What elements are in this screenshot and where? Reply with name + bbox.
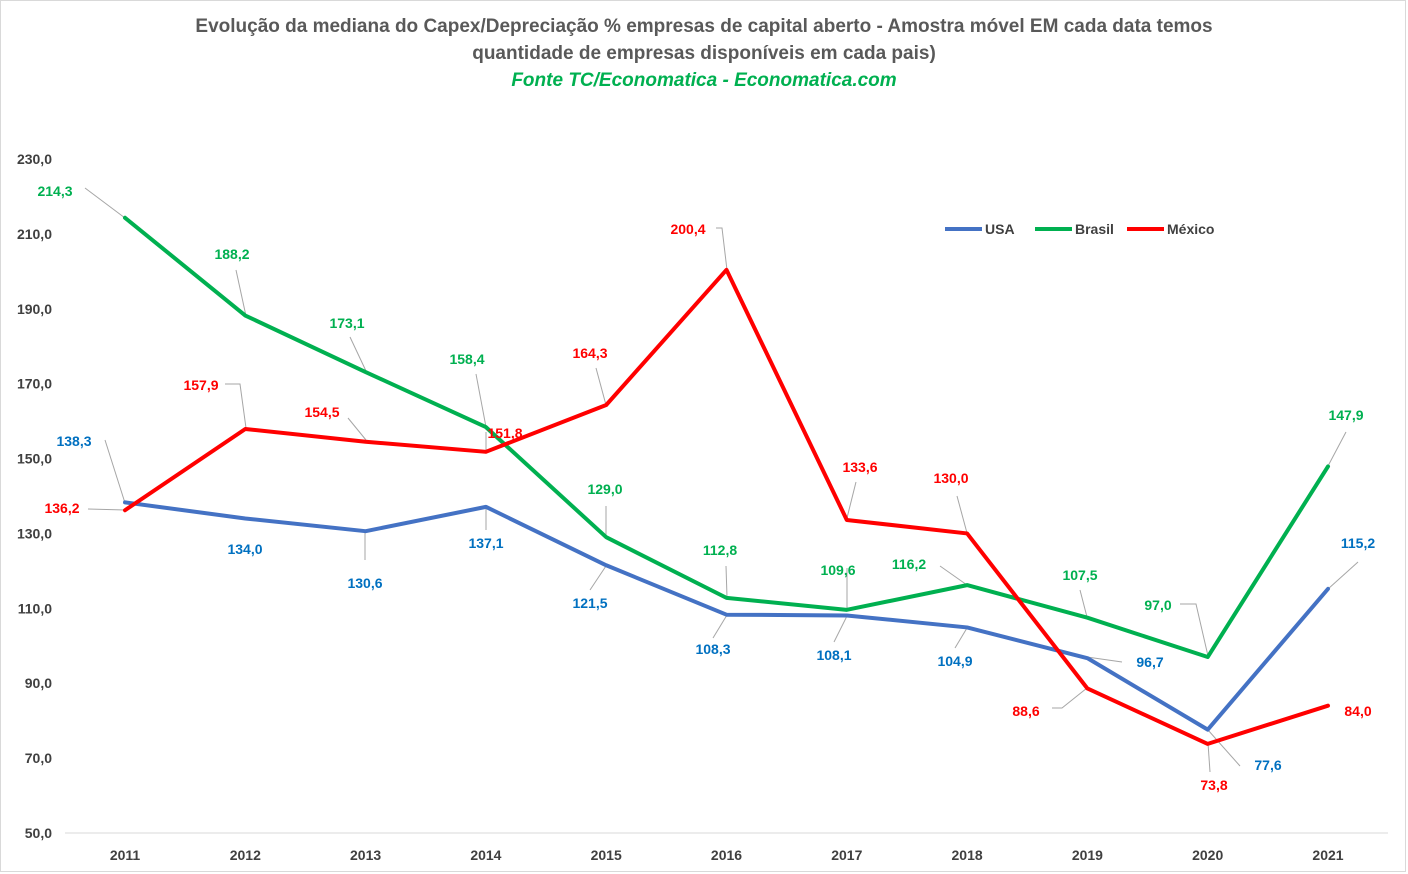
data-label: 112,8 bbox=[703, 542, 737, 558]
legend-label: USA bbox=[985, 221, 1015, 237]
x-tick-label: 2019 bbox=[1072, 847, 1103, 863]
data-label-leader-line bbox=[347, 417, 367, 441]
data-label: 108,1 bbox=[816, 647, 851, 663]
data-label-leader-line bbox=[956, 495, 968, 534]
series-line-mxico bbox=[123, 267, 1330, 746]
series-line-brasil bbox=[123, 215, 1330, 660]
data-label: 130,0 bbox=[933, 470, 968, 486]
data-label-leader-line bbox=[225, 383, 247, 429]
x-tick-label: 2021 bbox=[1312, 847, 1343, 863]
data-label-leader-line bbox=[84, 187, 126, 219]
data-label: 121,5 bbox=[572, 595, 607, 611]
data-label-leader-line bbox=[349, 336, 367, 372]
x-tick-label: 2016 bbox=[711, 847, 742, 863]
data-label: 109,6 bbox=[820, 562, 855, 578]
y-tick-label: 90,0 bbox=[25, 675, 52, 691]
y-tick-label: 50,0 bbox=[25, 825, 52, 841]
data-label-leader-line bbox=[939, 565, 968, 586]
x-tick-label: 2011 bbox=[110, 847, 141, 863]
data-label: 115,2 bbox=[1341, 535, 1375, 551]
y-tick-label: 130,0 bbox=[17, 525, 52, 541]
data-label: 107,5 bbox=[1062, 567, 1097, 583]
data-label: 116,2 bbox=[892, 556, 926, 572]
data-label: 188,2 bbox=[214, 246, 249, 262]
chart-title-line-1: Evolução da mediana do Capex/Depreciação… bbox=[195, 16, 1213, 37]
data-label-leader-line bbox=[104, 439, 126, 504]
data-label: 84,0 bbox=[1344, 703, 1371, 719]
series-line-usa bbox=[123, 500, 1330, 732]
data-label: 214,3 bbox=[37, 183, 72, 199]
x-tick-label: 2015 bbox=[591, 847, 622, 863]
data-label: 134,0 bbox=[227, 541, 262, 557]
data-label: 97,0 bbox=[1144, 597, 1171, 613]
data-label: 154,5 bbox=[304, 404, 339, 420]
data-label-leader-line bbox=[235, 269, 247, 317]
data-label: 200,4 bbox=[670, 221, 705, 237]
chart-source: Fonte TC/Economatica - Economatica.com bbox=[511, 70, 897, 91]
data-label: 136,2 bbox=[44, 500, 79, 516]
data-label-leader-line bbox=[1079, 589, 1088, 618]
legend-label: México bbox=[1167, 221, 1214, 237]
data-label-leader-line bbox=[716, 227, 728, 271]
y-tick-label: 110,0 bbox=[18, 600, 52, 616]
x-tick-label: 2014 bbox=[470, 847, 501, 863]
data-label-leader-line bbox=[1207, 729, 1241, 767]
data-label-leader-line bbox=[1180, 603, 1209, 657]
y-tick-label: 150,0 bbox=[17, 451, 52, 467]
data-label: 73,8 bbox=[1200, 777, 1227, 793]
data-label: 104,9 bbox=[937, 653, 972, 669]
data-label-leader-line bbox=[1086, 656, 1123, 663]
data-label: 151,8 bbox=[487, 425, 522, 441]
data-label: 157,9 bbox=[183, 377, 218, 393]
data-label: 137,1 bbox=[468, 535, 503, 551]
data-label-leader-line bbox=[712, 614, 728, 639]
data-label-leader-line bbox=[725, 565, 728, 598]
data-label-leader-line bbox=[833, 615, 848, 643]
data-label: 130,6 bbox=[347, 575, 382, 591]
data-label: 173,1 bbox=[329, 315, 364, 331]
data-label-leader-line bbox=[1052, 687, 1088, 709]
data-label-leader-line bbox=[475, 373, 487, 428]
data-label-leader-line bbox=[954, 627, 968, 649]
legend-label: Brasil bbox=[1075, 221, 1114, 237]
data-label: 129,0 bbox=[587, 481, 622, 497]
data-label: 158,4 bbox=[449, 351, 484, 367]
data-label: 108,3 bbox=[695, 641, 730, 657]
data-label-leader-line bbox=[589, 565, 607, 591]
data-label-leader-line bbox=[595, 367, 607, 406]
data-label-leader-line bbox=[1327, 431, 1347, 467]
data-label-leader-line bbox=[1327, 561, 1359, 590]
x-tick-label: 2020 bbox=[1192, 847, 1223, 863]
data-label: 96,7 bbox=[1136, 654, 1163, 670]
x-tick-label: 2013 bbox=[350, 847, 381, 863]
data-label-leader-line bbox=[1207, 742, 1211, 773]
data-label: 164,3 bbox=[572, 345, 607, 361]
data-label: 147,9 bbox=[1328, 407, 1363, 423]
chart-title-line-2: quantidade de empresas disponíveis em ca… bbox=[472, 43, 936, 64]
y-tick-label: 170,0 bbox=[17, 376, 52, 392]
y-tick-label: 210,0 bbox=[17, 226, 52, 242]
data-label-leader-line bbox=[87, 508, 126, 511]
y-tick-label: 230,0 bbox=[17, 151, 52, 167]
data-label: 88,6 bbox=[1012, 703, 1039, 719]
y-tick-label: 190,0 bbox=[17, 301, 52, 317]
x-tick-label: 2012 bbox=[230, 847, 261, 863]
x-tick-label: 2018 bbox=[952, 847, 983, 863]
data-label: 77,6 bbox=[1254, 757, 1281, 773]
data-label-leader-line bbox=[846, 481, 857, 519]
x-tick-label: 2017 bbox=[831, 847, 862, 863]
y-tick-label: 70,0 bbox=[25, 750, 52, 766]
data-label: 138,3 bbox=[56, 433, 91, 449]
data-label: 133,6 bbox=[842, 459, 877, 475]
